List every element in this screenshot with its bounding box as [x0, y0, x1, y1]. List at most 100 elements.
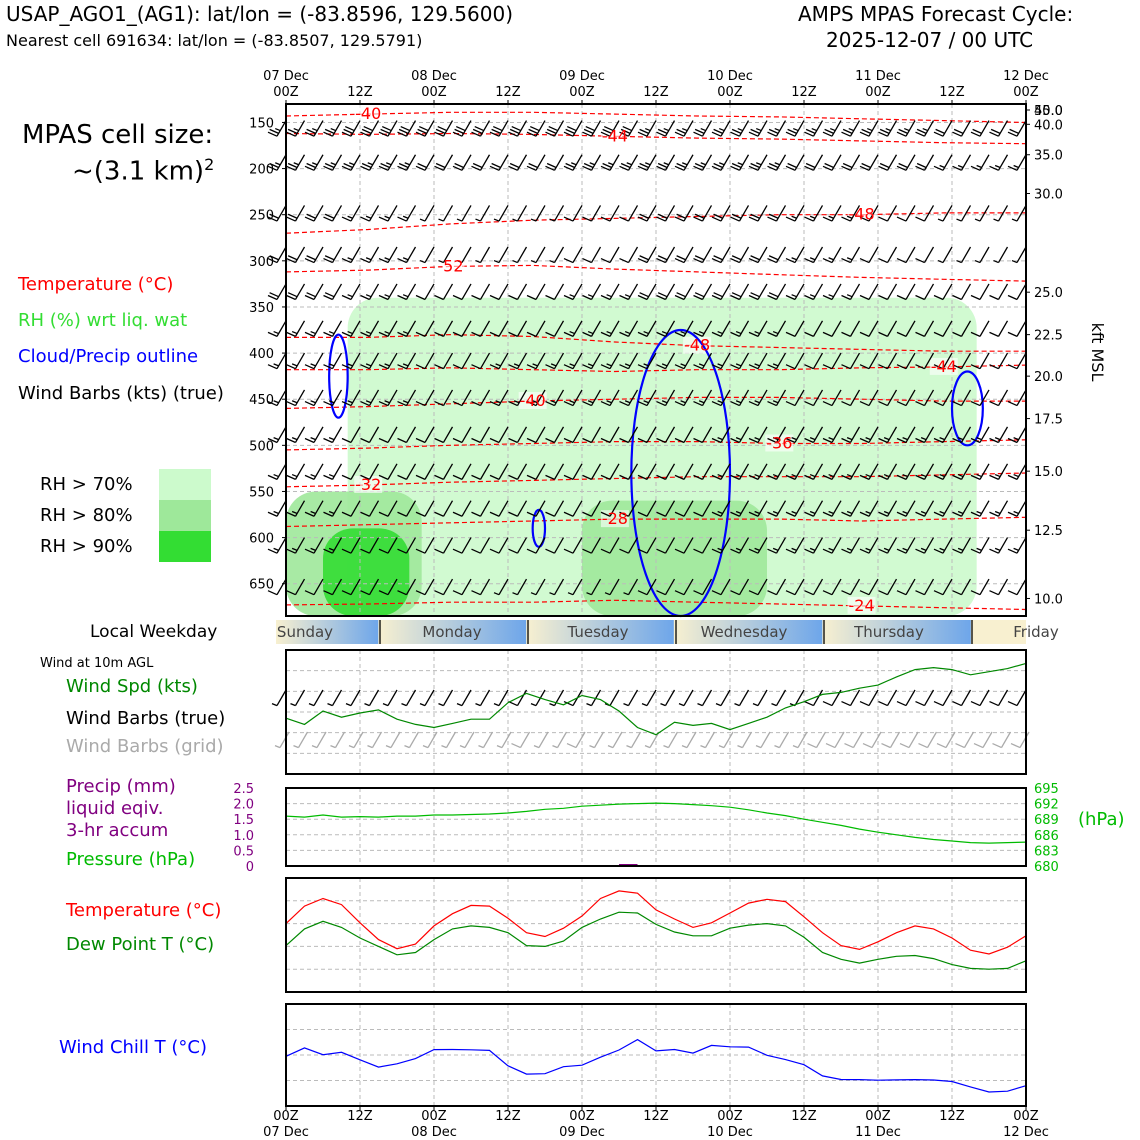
barb-feather [916, 162, 927, 169]
wind-barb [637, 426, 657, 444]
barb-feather [360, 165, 370, 171]
barb-staff [834, 731, 845, 748]
wind-barb [471, 320, 491, 337]
barb-feather [434, 511, 444, 517]
wind-barb [933, 537, 953, 554]
barb-feather [785, 257, 796, 264]
barb-feather [545, 331, 555, 337]
barb-staff [812, 320, 824, 337]
wind-barb [637, 205, 657, 222]
height-tick-label: 15.0 [1034, 465, 1063, 480]
contour-label-bg [847, 205, 876, 223]
barb-staff [442, 689, 454, 706]
wind-barb [286, 320, 306, 337]
barb-staff [868, 352, 879, 369]
wind-barb [526, 389, 546, 407]
barb-feather [639, 255, 649, 261]
wind-barb [438, 205, 454, 222]
barb-feather [489, 400, 500, 407]
precip-pressure-panel-group [285, 787, 1027, 867]
barb-feather [730, 364, 740, 370]
barb-feather [360, 364, 370, 370]
barb-staff [368, 578, 380, 596]
wind-barb [785, 352, 805, 370]
barb-staff [942, 578, 953, 596]
wind-barb [360, 283, 380, 301]
wind-barb [267, 205, 287, 222]
barb-feather [324, 292, 335, 298]
wind-barb [360, 500, 380, 517]
barb-staff [535, 320, 546, 337]
barb-staff [778, 731, 790, 748]
barb-feather [841, 294, 851, 301]
barb-half-feather [680, 330, 686, 335]
barb-feather [471, 364, 481, 370]
barb-staff [741, 731, 753, 748]
barb-feather [1007, 700, 1018, 707]
barb-feather [676, 213, 686, 219]
barb-half-feather [755, 744, 762, 749]
barb-feather [933, 511, 944, 517]
wind-barb [526, 426, 546, 444]
barb-staff [424, 320, 435, 337]
barb-feather [656, 590, 666, 596]
wind-barb [656, 426, 676, 444]
wind-barb [730, 578, 750, 596]
barb-feather [768, 292, 779, 298]
wind-barb [859, 426, 879, 444]
wind-barb [323, 205, 343, 222]
barb-feather [750, 213, 760, 219]
barb-staff [1016, 689, 1027, 706]
barb-feather [508, 548, 518, 554]
wind-barb [952, 120, 972, 137]
wind-barb [841, 352, 861, 370]
barb-feather [952, 590, 962, 596]
wind-barb [637, 246, 657, 264]
wind-barb [993, 205, 1009, 222]
barb-feather [896, 294, 907, 301]
barb-feather [748, 294, 759, 301]
wind-barb [896, 463, 916, 480]
wind-barb [896, 283, 916, 301]
barb-staff [442, 246, 454, 263]
wind10m-barb-grid [533, 731, 549, 749]
barb-staff [350, 537, 361, 554]
barb-feather [323, 131, 333, 137]
wind10m-barb-true [989, 689, 1009, 707]
barb-feather [804, 364, 814, 370]
wind-barb [693, 537, 713, 554]
barb-half-feather [328, 547, 335, 551]
wind-barb [508, 463, 528, 480]
wind-barb [600, 426, 620, 444]
barb-feather [767, 400, 777, 407]
barb-feather [563, 400, 574, 407]
wind-barb [748, 578, 768, 596]
wind10m-barb-grid [825, 731, 845, 749]
wind-barb [341, 320, 361, 337]
barb-feather [397, 331, 407, 337]
barb-half-feather [456, 259, 463, 264]
wind-barb [896, 578, 916, 596]
barb-half-feather [846, 437, 853, 441]
barb-half-feather [310, 547, 316, 551]
barb-half-feather [1011, 218, 1018, 222]
wind-barb [915, 426, 935, 444]
wind-barb [896, 352, 916, 370]
barb-half-feather [809, 473, 816, 478]
barb-feather [471, 400, 481, 407]
barb-feather [435, 128, 446, 134]
barb-feather [508, 364, 518, 370]
barb-half-feather [717, 437, 723, 441]
wind-barb [563, 283, 583, 301]
barb-feather [341, 294, 352, 301]
wind-barb [545, 389, 565, 407]
wind-barb [341, 578, 361, 596]
wind-barb [896, 389, 916, 407]
wind-barb [859, 500, 879, 517]
barb-feather [415, 364, 426, 370]
wind10m-barb-grid [367, 731, 383, 749]
barb-half-feather [791, 510, 797, 515]
weekday-friday: Friday [1013, 623, 1059, 641]
wind-barb [582, 120, 602, 137]
wind-barb [952, 537, 972, 554]
